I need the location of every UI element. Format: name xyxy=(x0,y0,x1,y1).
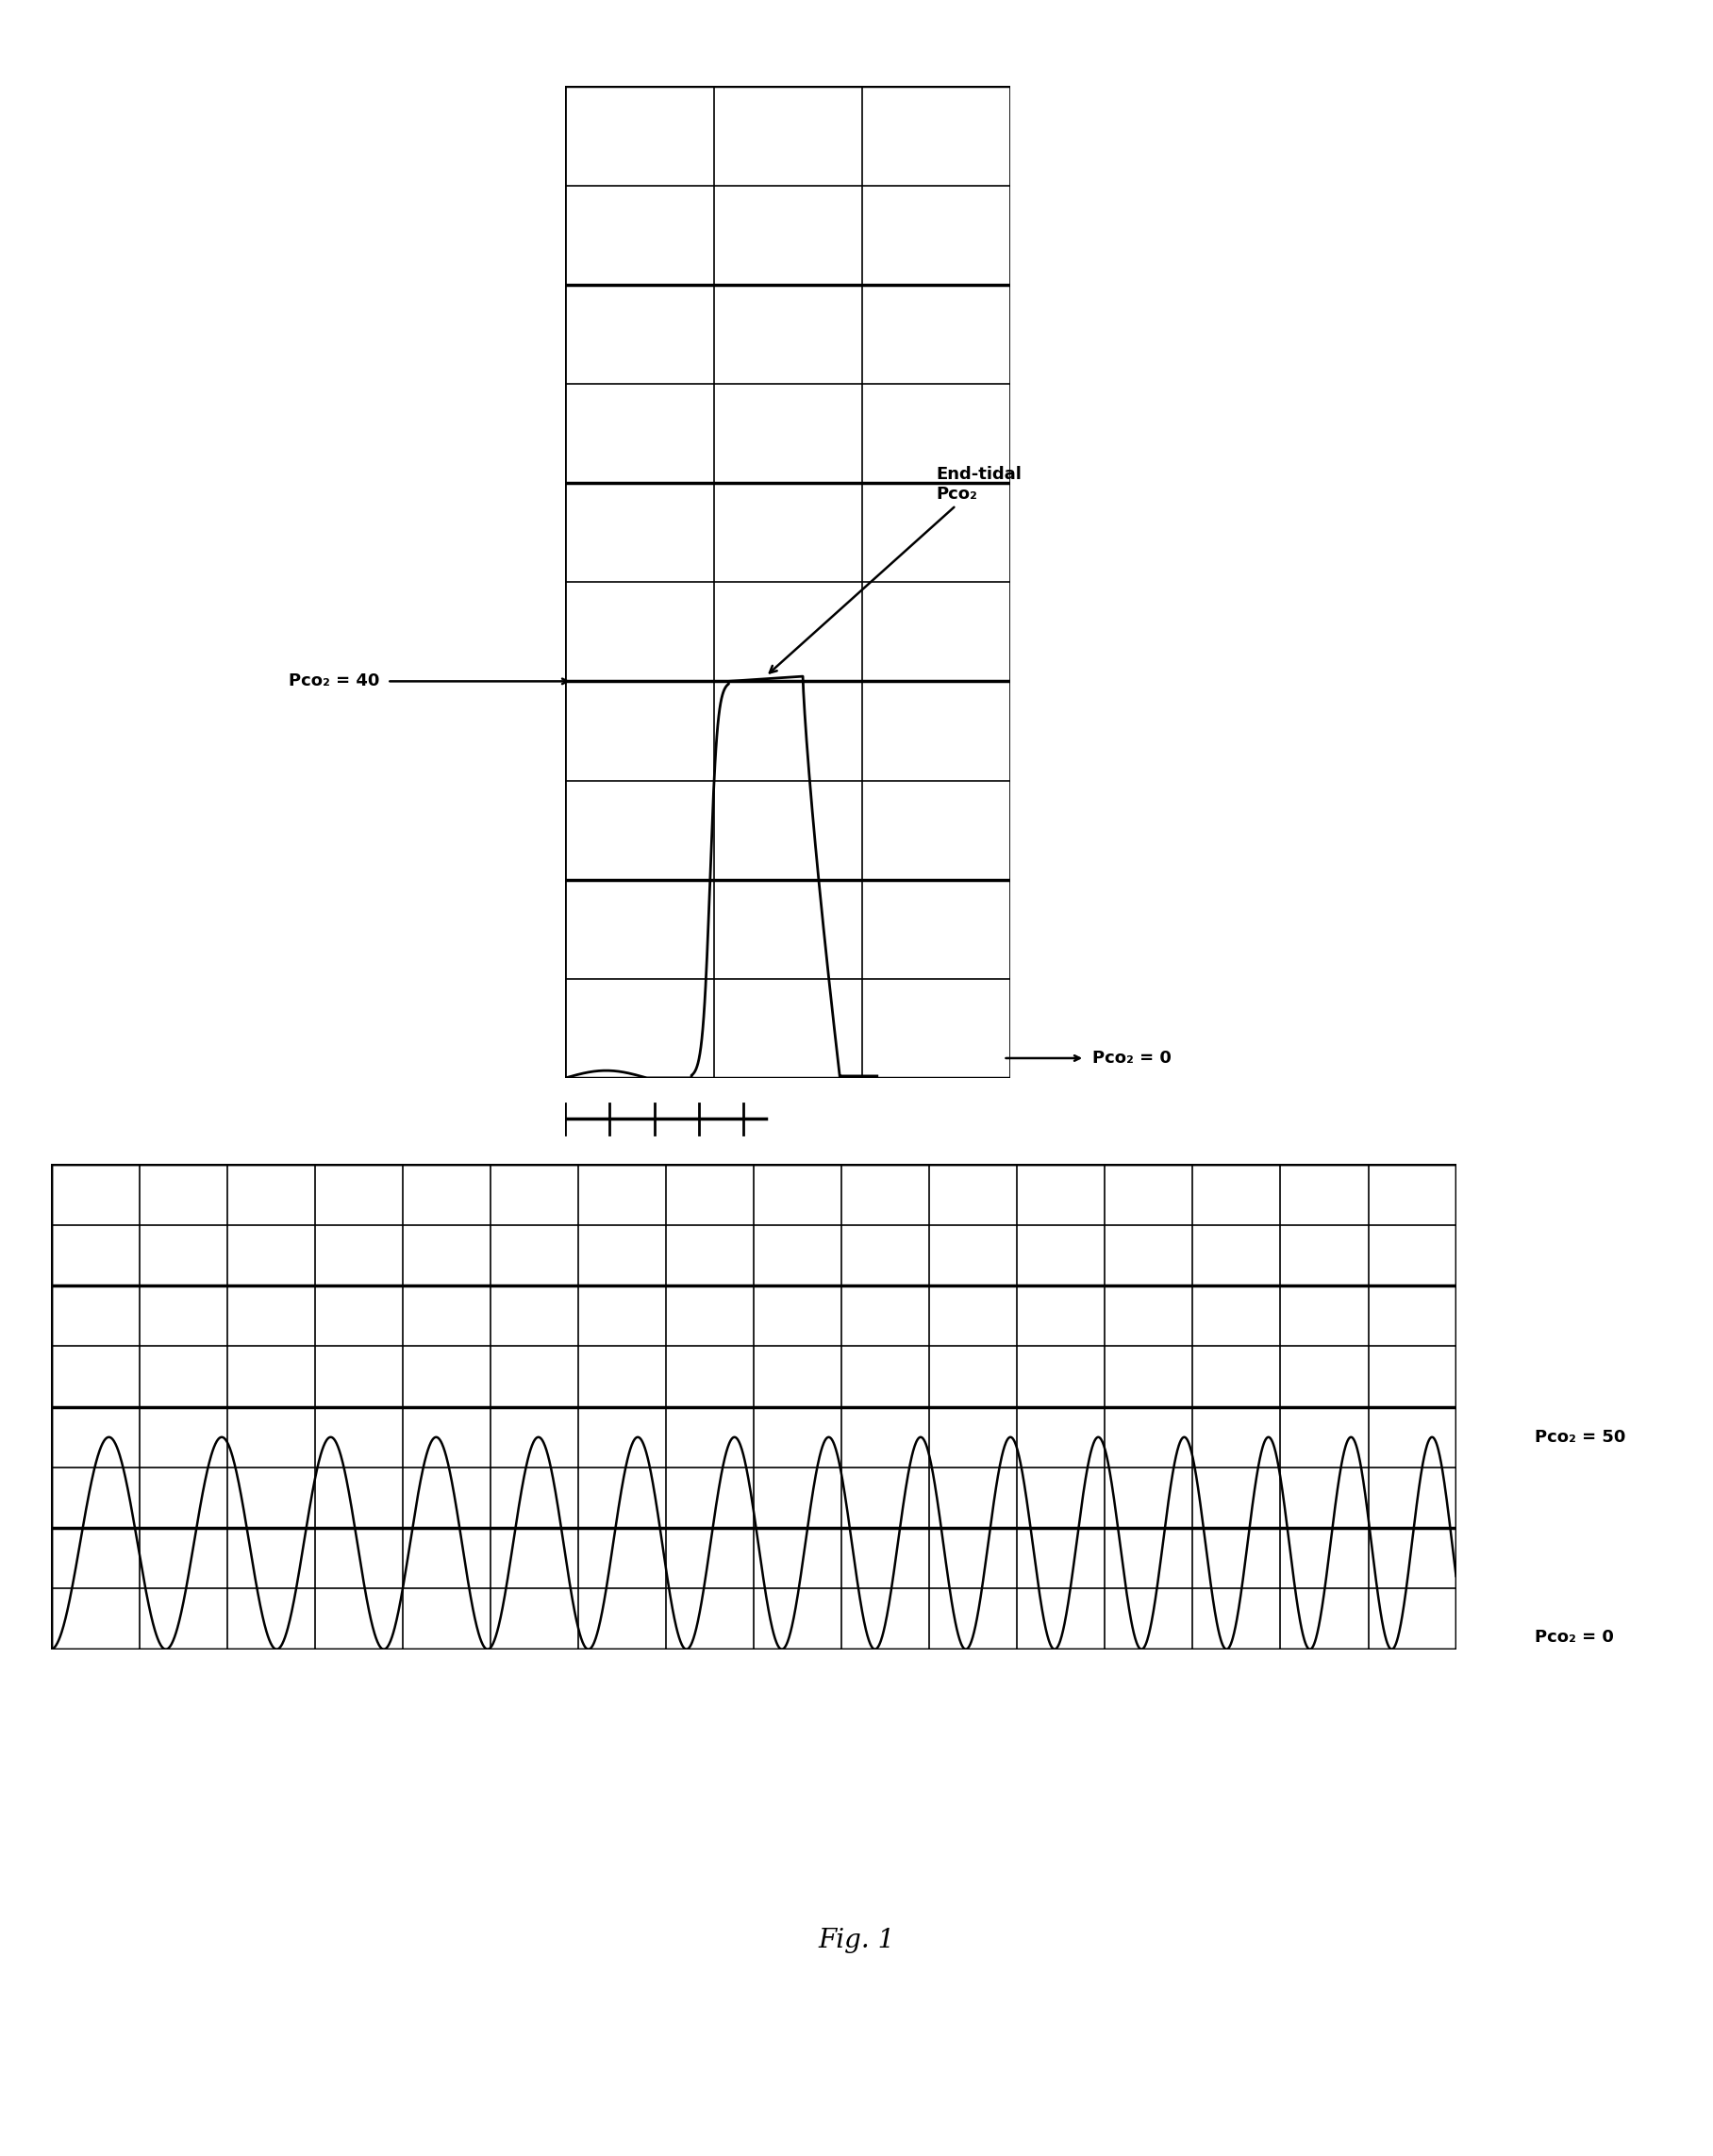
Text: End-tidal
Pco₂: End-tidal Pco₂ xyxy=(769,466,1023,673)
Text: Pco₂ = 50: Pco₂ = 50 xyxy=(1535,1429,1626,1445)
Text: Pco₂ = 0: Pco₂ = 0 xyxy=(1093,1050,1172,1067)
Text: Fig. 1: Fig. 1 xyxy=(819,1927,894,1953)
Text: Pco₂ = 40: Pco₂ = 40 xyxy=(289,673,380,690)
Text: Pco₂ = 0: Pco₂ = 0 xyxy=(1535,1628,1614,1645)
